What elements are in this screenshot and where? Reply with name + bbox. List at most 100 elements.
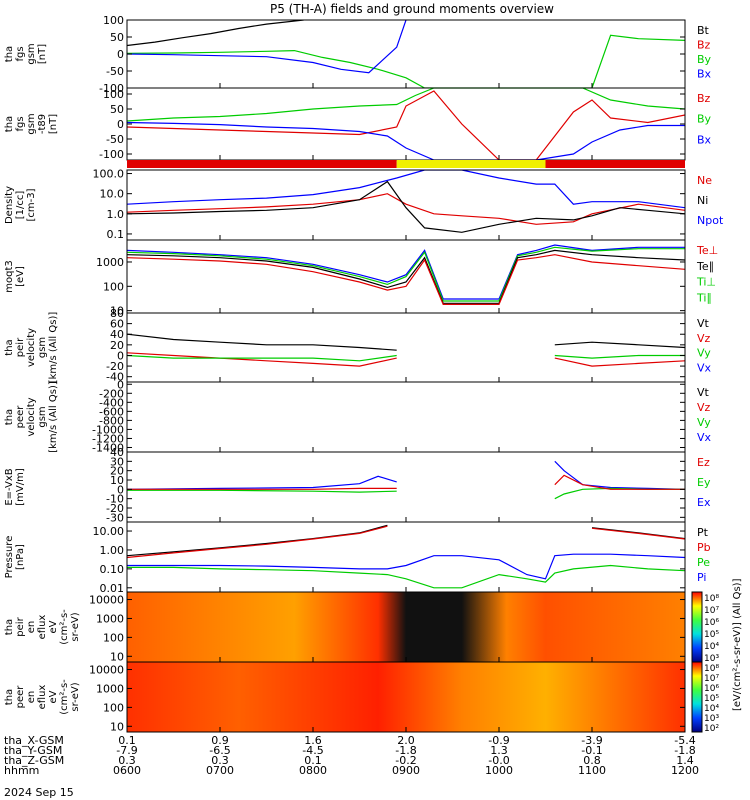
spectrogram-s1 xyxy=(127,592,685,662)
series-Ex xyxy=(554,460,685,490)
x-row-value: 0.3 xyxy=(118,754,136,767)
y-axis-label: sr-eV) xyxy=(70,612,81,641)
x-row-value: 0900 xyxy=(392,764,420,777)
figure-title: P5 (TH-A) fields and ground moments over… xyxy=(270,2,554,16)
panel-p4: 1000 100 10 moqt3 [eV] Te⊥ Te∥ Ti⊥ Ti∥ xyxy=(4,239,718,318)
y-tick-label: -50 xyxy=(106,65,124,78)
series-Pe xyxy=(127,564,685,589)
series-Ti∥ xyxy=(127,246,685,302)
y-axis-label: sr-eV) xyxy=(70,682,81,711)
series-Te⊥ xyxy=(127,254,685,305)
series-Bx xyxy=(127,121,685,160)
y-tick-label: 40 xyxy=(110,328,124,341)
y-axis-label: tha xyxy=(4,46,15,62)
panel-frame xyxy=(126,381,686,453)
legend-entry: Ez xyxy=(697,456,710,469)
series-Vt xyxy=(127,333,397,351)
legend-entry: Vt xyxy=(697,317,710,330)
legend-entry: Te∥ xyxy=(696,260,714,273)
colorbar-tick: 10³ xyxy=(704,714,719,724)
series-Te∥ xyxy=(127,249,685,304)
x-row-value: -5.4 xyxy=(674,734,695,747)
colorbar-tick: 10⁶ xyxy=(704,684,719,694)
legend-entry: Vy xyxy=(697,416,711,429)
series-Npot xyxy=(127,170,685,209)
x-row-value: 1000 xyxy=(485,764,513,777)
y-axis-label: en xyxy=(26,691,37,704)
y-tick-label: 10 xyxy=(110,650,124,663)
y-axis-label: -t89 xyxy=(37,114,48,134)
x-row-name: tha_X-GSM xyxy=(4,734,64,747)
y-tick-label: 10000 xyxy=(89,594,124,607)
y-tick-label: 100.0 xyxy=(93,168,125,181)
y-tick-label: -100 xyxy=(99,148,124,161)
colorbar-s1 xyxy=(691,591,703,663)
panel-s2: 10⁸10⁷10⁶10⁵10⁴10³10²[eV/(cm²-s-sr-eV)] … xyxy=(4,578,743,734)
y-axis-label: [mV/m] xyxy=(15,468,26,506)
mode-segment xyxy=(545,160,685,168)
spectrogram-s2 xyxy=(127,662,685,732)
y-axis-label: eV xyxy=(48,690,59,703)
legend-entry: Pb xyxy=(697,541,711,554)
y-tick-label: -1400 xyxy=(92,441,124,454)
x-row-value: -7.9 xyxy=(116,744,137,757)
x-row-value: -0.2 xyxy=(395,754,416,767)
colorbar-s2 xyxy=(691,661,703,733)
legend-entry: Ti∥ xyxy=(696,291,712,304)
colorbar-tick: 10⁸ xyxy=(704,664,719,674)
y-tick-label: 0.1 xyxy=(107,228,125,241)
y-tick-label: -10 xyxy=(106,493,124,506)
panel-mode xyxy=(127,160,685,168)
x-row-value: -0.9 xyxy=(488,734,509,747)
y-tick-label: 60 xyxy=(110,318,124,331)
y-axis-label: gsm xyxy=(26,113,37,134)
legend-entry: Ni xyxy=(697,194,708,207)
y-axis-label: tha xyxy=(4,619,15,635)
y-axis-label: velocity xyxy=(26,397,37,436)
series-Vz xyxy=(127,352,397,367)
date-label: 2024 Sep 15 xyxy=(4,786,74,799)
y-axis-label: Pressure xyxy=(4,536,15,579)
colorbar-tick: 10⁵ xyxy=(704,630,719,640)
legend-entry: Npot xyxy=(697,214,724,227)
y-tick-label: 1.00 xyxy=(100,544,125,557)
y-tick-label: -1000 xyxy=(92,423,124,436)
series-Ti⊥ xyxy=(127,244,685,300)
series-Bt xyxy=(127,20,304,47)
legend-entry: Vz xyxy=(697,332,711,345)
y-axis-label: tha xyxy=(4,116,15,132)
legend-entry: Ex xyxy=(697,496,711,509)
series-Ey xyxy=(554,487,685,500)
series-Vy xyxy=(127,354,397,362)
y-tick-label: 10 xyxy=(110,474,124,487)
y-axis-label: [km/s (All Qs)] xyxy=(48,381,59,453)
y-tick-label: 0 xyxy=(117,483,124,496)
series-Bz xyxy=(127,90,685,160)
y-tick-label: 1000 xyxy=(96,612,124,625)
y-axis-label: [cm-3] xyxy=(26,188,37,221)
y-axis-label: gsm xyxy=(37,337,48,358)
x-row-value: 2.0 xyxy=(397,734,415,747)
legend-entry: Bz xyxy=(697,92,711,105)
legend-entry: Te⊥ xyxy=(696,244,718,257)
y-axis-label: fgs xyxy=(15,116,26,131)
colorbar-tick: 10⁵ xyxy=(704,694,719,704)
colorbar-tick: 10⁴ xyxy=(704,642,719,652)
y-tick-label: 40 xyxy=(110,446,124,459)
colorbar-tick: 10⁷ xyxy=(704,674,719,684)
y-axis-label: E=-VxB xyxy=(4,468,15,505)
series-Vy xyxy=(554,354,685,359)
y-axis-label: en xyxy=(26,621,37,634)
x-row-value: 1200 xyxy=(671,764,699,777)
x-row-value: 0.8 xyxy=(583,754,601,767)
y-axis-label: (cm²-s- xyxy=(59,679,70,715)
series-Pb xyxy=(591,527,685,540)
series-By xyxy=(127,88,685,122)
legend-entry: Vt xyxy=(697,386,710,399)
series-Vz xyxy=(554,357,685,367)
y-tick-label: 10.00 xyxy=(93,525,125,538)
legend-entry: Pi xyxy=(697,571,706,584)
panel-frame xyxy=(126,312,686,383)
x-row-value: -4.5 xyxy=(302,744,323,757)
y-axis-label: [nT] xyxy=(37,44,48,64)
